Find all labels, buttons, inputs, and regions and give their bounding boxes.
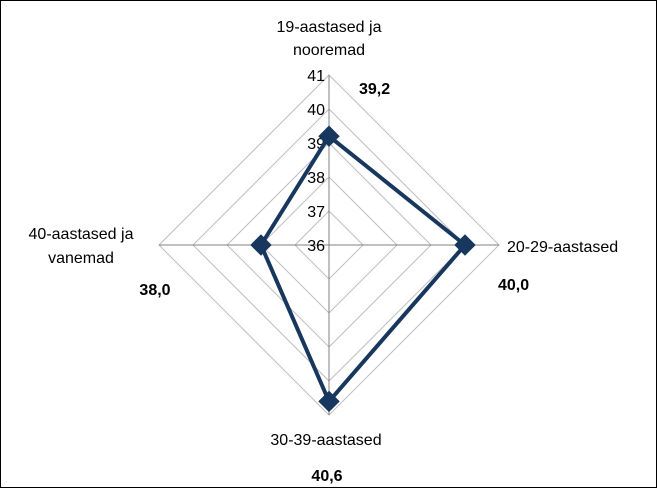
category-label-1: 20-29-aastased bbox=[507, 239, 618, 256]
series-line bbox=[259, 134, 467, 404]
data-point-0 bbox=[318, 125, 340, 147]
tick-label: 36 bbox=[307, 238, 325, 255]
tick-label: 41 bbox=[307, 68, 325, 85]
category-label-0: 19-aastased ja nooremad bbox=[277, 19, 382, 59]
data-labels: 39,2 40,0 40,6 38,0 bbox=[139, 81, 529, 485]
data-point-3 bbox=[250, 234, 272, 256]
series-layer bbox=[250, 125, 476, 413]
data-point-2 bbox=[318, 390, 340, 413]
category-labels: 19-aastased ja nooremad 20-29-aastased 30-3… bbox=[29, 19, 619, 449]
category-label-2: 30-39-aastased bbox=[270, 432, 381, 449]
tick-label: 37 bbox=[307, 204, 325, 221]
tick-label: 40 bbox=[307, 102, 325, 119]
tick-label: 38 bbox=[307, 170, 325, 187]
data-label-3: 38,0 bbox=[139, 282, 170, 299]
data-label-1: 40,0 bbox=[498, 277, 529, 294]
data-point-1 bbox=[454, 234, 476, 256]
data-label-0: 39,2 bbox=[359, 81, 390, 98]
category-label-3: 40-aastased ja vanemad bbox=[29, 226, 134, 267]
data-label-2: 40,6 bbox=[311, 468, 342, 485]
